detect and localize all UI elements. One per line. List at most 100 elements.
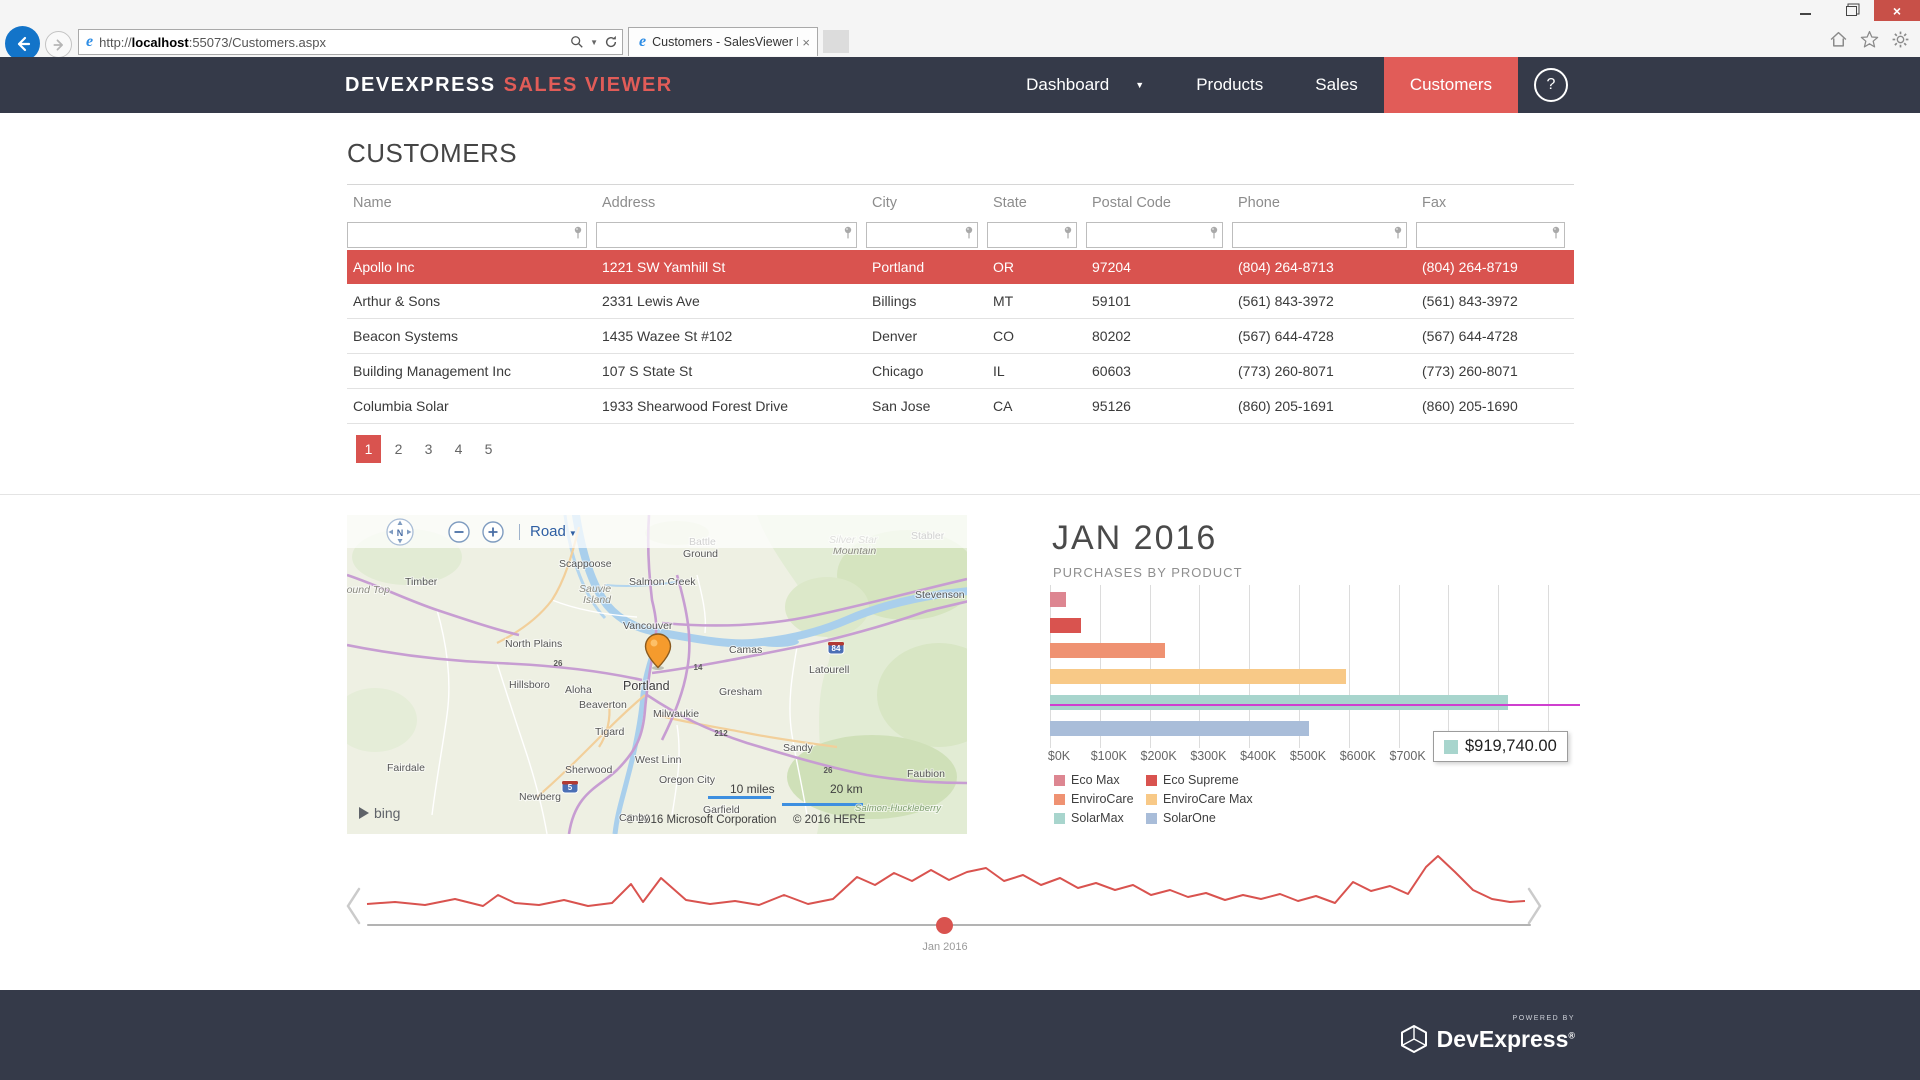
filter-pin-icon[interactable]	[573, 226, 583, 239]
legend-item[interactable]: SolarOne	[1146, 811, 1253, 825]
nav-item-sales[interactable]: Sales	[1289, 57, 1384, 113]
filter-pin-icon[interactable]	[1393, 226, 1403, 239]
legend-item[interactable]: Eco Supreme	[1146, 773, 1253, 787]
filter-input-address[interactable]	[600, 226, 843, 244]
ie-favicon: e	[639, 33, 647, 50]
x-tick-label: $300K	[1190, 749, 1227, 763]
column-header[interactable]: Phone	[1238, 194, 1280, 211]
legend-item[interactable]: EnviroCare Max	[1146, 792, 1253, 806]
filter-pin[interactable]	[964, 226, 974, 244]
map-pin[interactable]	[644, 633, 672, 670]
table-row[interactable]: Columbia Solar 1933 Shearwood Forest Driv…	[347, 389, 1574, 424]
browser-tab[interactable]: e Customers - SalesViewer De... ×	[628, 27, 818, 56]
bar-eco-supreme[interactable]	[1050, 617, 1081, 633]
map-canvas[interactable]: 10 miles 20 km © 2016 Microsoft Corporat…	[347, 515, 967, 834]
search-icon[interactable]	[570, 35, 584, 49]
legend-item[interactable]: Eco Max	[1054, 773, 1140, 787]
gridline	[1548, 585, 1549, 748]
filter-pin-icon[interactable]	[843, 226, 853, 239]
column-header[interactable]: Address	[602, 194, 656, 211]
new-tab-button[interactable]	[823, 30, 849, 53]
favorites-star-icon[interactable]	[1860, 30, 1879, 49]
filter-input-postal-code[interactable]	[1090, 226, 1209, 244]
page-button-4[interactable]: 4	[454, 441, 463, 457]
map-label: Round Top	[347, 584, 390, 596]
url-text[interactable]: http://localhost:55073/Customers.aspx	[99, 34, 327, 50]
zoom-out-button[interactable]	[447, 520, 471, 544]
column-header[interactable]: City	[872, 194, 897, 211]
column-header[interactable]: State	[993, 194, 1027, 211]
chevron-down-icon[interactable]: ▼	[590, 37, 598, 47]
address-bar[interactable]: e http://localhost:55073/Customers.aspx …	[78, 29, 623, 55]
table-row[interactable]: Apollo Inc 1221 SW Yamhill St Portland OR 97…	[347, 250, 1574, 284]
filter-box	[1232, 222, 1407, 248]
zoom-in-button[interactable]	[481, 520, 505, 544]
gear-icon[interactable]	[1891, 30, 1910, 49]
bar-envirocare-max[interactable]	[1050, 669, 1347, 685]
page-button-2[interactable]: 2	[394, 441, 403, 457]
filter-pin-icon[interactable]	[1063, 226, 1073, 239]
filter-cell	[347, 222, 596, 248]
filter-pin[interactable]	[573, 226, 583, 244]
page-button-1[interactable]: 1	[356, 435, 381, 463]
page-button-3[interactable]: 3	[424, 441, 433, 457]
bar-solarone[interactable]	[1050, 720, 1309, 736]
close-button[interactable]: ×	[1874, 0, 1920, 21]
filter-input-fax[interactable]	[1420, 226, 1551, 244]
range-handle[interactable]	[936, 917, 953, 934]
restore-button[interactable]	[1828, 0, 1874, 21]
range-prev-chevron[interactable]	[344, 886, 362, 926]
bar-eco-max[interactable]	[1050, 592, 1067, 607]
filter-pin-icon[interactable]	[1551, 226, 1561, 239]
map-style-selector[interactable]: Road ▼	[530, 523, 577, 540]
x-tick-label: $600K	[1339, 749, 1376, 763]
help-button[interactable]: ?	[1534, 68, 1568, 102]
map-label: Vancouver	[623, 620, 673, 632]
nav-item-products[interactable]: Products	[1170, 57, 1289, 113]
range-next-chevron[interactable]	[1526, 886, 1544, 926]
timeline-sparkline	[366, 855, 1526, 907]
refresh-icon[interactable]	[604, 35, 618, 49]
table-cell: Apollo Inc	[353, 259, 415, 275]
column-header[interactable]: Name	[353, 194, 392, 211]
table-row[interactable]: Arthur & Sons 2331 Lewis Ave Billings MT 591…	[347, 284, 1574, 319]
legend-item[interactable]: EnviroCare	[1054, 792, 1140, 806]
bar-solarmax[interactable]	[1050, 694, 1509, 710]
nav-item-customers[interactable]: Customers	[1383, 57, 1518, 113]
filter-pin[interactable]	[1393, 226, 1403, 244]
filter-input-phone[interactable]	[1236, 226, 1393, 244]
filter-input-state[interactable]	[991, 226, 1063, 244]
filter-input-city[interactable]	[870, 226, 964, 244]
minimize-button[interactable]	[1782, 0, 1828, 21]
table-cell: (567) 644-4728	[1238, 328, 1334, 344]
column-header[interactable]: Fax	[1422, 194, 1447, 211]
window-titlebar[interactable]: ×	[0, 0, 1920, 24]
forward-button[interactable]	[45, 31, 72, 58]
filter-input-name[interactable]	[351, 226, 573, 244]
legend-swatch	[1054, 793, 1065, 805]
table-row[interactable]: Beacon Systems 1435 Wazee St #102 Denver CO…	[347, 319, 1574, 354]
table-row[interactable]: Building Management Inc 107 S State St Chi…	[347, 354, 1574, 389]
legend-item[interactable]: SolarMax	[1054, 811, 1140, 825]
nav-item-dashboard[interactable]: Dashboard ▼	[1000, 57, 1170, 113]
tab-close-icon[interactable]: ×	[802, 34, 810, 50]
back-button[interactable]	[5, 26, 40, 61]
filter-pin-icon[interactable]	[1209, 226, 1219, 239]
page-button-5[interactable]: 5	[484, 441, 493, 457]
filter-pin-icon[interactable]	[964, 226, 974, 239]
compass-control[interactable]: N	[383, 517, 417, 547]
bing-map[interactable]: 10 miles 20 km © 2016 Microsoft Corporat…	[347, 515, 967, 834]
filter-cell	[866, 222, 987, 248]
filter-pin[interactable]	[1063, 226, 1073, 244]
filter-pin[interactable]	[1551, 226, 1561, 244]
customers-grid: Name Address City State Postal Code Phone Fax …	[347, 184, 1574, 424]
svg-text:14: 14	[694, 663, 703, 672]
bar-envirocare[interactable]	[1050, 643, 1165, 659]
filter-pin[interactable]	[1209, 226, 1219, 244]
svg-text:26: 26	[554, 659, 563, 668]
filter-pin[interactable]	[843, 226, 853, 244]
column-header[interactable]: Postal Code	[1092, 194, 1171, 211]
table-cell: 1933 Shearwood Forest Drive	[602, 398, 788, 414]
map-label: Sandy	[783, 742, 814, 754]
home-icon[interactable]	[1829, 30, 1848, 49]
